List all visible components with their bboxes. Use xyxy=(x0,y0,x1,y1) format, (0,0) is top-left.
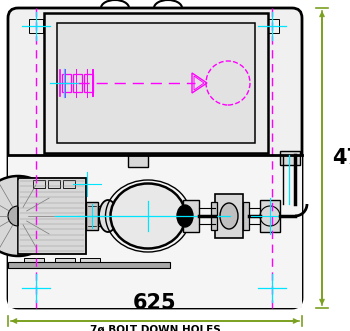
Bar xyxy=(211,202,217,230)
Bar xyxy=(63,180,75,188)
Bar xyxy=(265,281,279,295)
FancyBboxPatch shape xyxy=(8,8,302,308)
Bar xyxy=(128,155,148,167)
Ellipse shape xyxy=(111,183,186,249)
Bar xyxy=(215,194,243,238)
Ellipse shape xyxy=(99,200,117,232)
Bar xyxy=(8,262,170,268)
Bar xyxy=(44,13,268,153)
Bar xyxy=(243,202,249,230)
Bar xyxy=(62,74,71,92)
Bar xyxy=(80,258,100,268)
Text: 7ø BOLT DOWN HOLES: 7ø BOLT DOWN HOLES xyxy=(90,325,220,331)
Ellipse shape xyxy=(177,205,193,227)
Bar xyxy=(24,258,44,268)
Bar xyxy=(265,19,279,33)
Bar xyxy=(280,151,300,165)
Bar xyxy=(29,281,43,295)
Bar xyxy=(84,74,93,92)
Text: 475: 475 xyxy=(332,148,350,168)
Ellipse shape xyxy=(220,203,238,229)
Bar xyxy=(48,180,60,188)
Bar xyxy=(183,200,199,232)
Bar xyxy=(73,74,82,92)
Text: 625: 625 xyxy=(133,293,177,313)
Bar xyxy=(57,23,255,143)
Bar xyxy=(98,206,108,226)
Bar xyxy=(86,202,98,230)
Circle shape xyxy=(0,176,58,256)
Bar xyxy=(55,258,75,268)
Bar xyxy=(33,180,45,188)
Bar xyxy=(8,155,302,308)
Bar xyxy=(18,178,86,254)
Bar xyxy=(260,200,280,232)
Circle shape xyxy=(8,206,28,226)
Bar xyxy=(29,19,43,33)
